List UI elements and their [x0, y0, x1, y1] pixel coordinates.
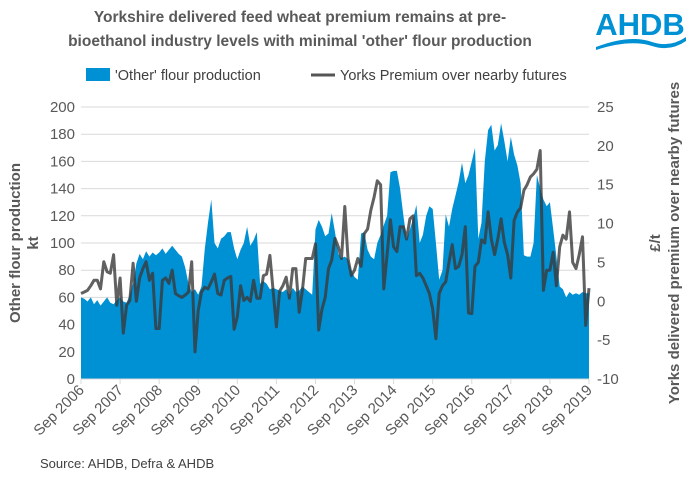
right-axis-tick-label: 10: [597, 216, 614, 233]
left-axis-tick-label: 160: [50, 153, 75, 170]
left-axis-title: Other flour production: [7, 163, 24, 323]
left-axis-tick-label: 0: [67, 371, 75, 388]
right-axis-tick-label: 20: [597, 138, 614, 155]
left-axis-tick-label: 100: [50, 235, 75, 252]
chart-title-line1: Yorkshire delivered feed wheat premium r…: [93, 9, 507, 26]
right-axis-unit: £/t: [647, 234, 664, 252]
left-axis-tick-label: 80: [58, 262, 75, 279]
right-axis-tick-label: 15: [597, 177, 614, 194]
chart-title: Yorkshire delivered feed wheat premium r…: [0, 6, 600, 54]
left-axis-tick-label: 120: [50, 208, 75, 225]
flour-production-area: [81, 123, 589, 379]
yorks-premium-line: [80, 149, 591, 354]
legend-label-premium: Yorks Premium over nearby futures: [340, 68, 567, 84]
left-axis-tick-label: 20: [58, 344, 75, 361]
left-axis-unit: kt: [25, 236, 42, 249]
left-axis-tick-label: 40: [58, 317, 75, 334]
left-axis-tick-label: 180: [50, 126, 75, 143]
right-axis-tick-label: -10: [597, 371, 619, 388]
right-axis-tick-label: 0: [597, 293, 605, 310]
legend-label-flour: 'Other' flour production: [115, 68, 261, 84]
right-axis-tick-label: -5: [597, 332, 610, 349]
legend: 'Other' flour production Yorks Premium o…: [86, 68, 567, 84]
left-axis-tick-label: 200: [50, 99, 75, 116]
right-axis-tick-label: 25: [597, 99, 614, 116]
right-axis-tick-label: 5: [597, 254, 605, 271]
legend-swatch-flour: [86, 68, 110, 81]
ahdb-logo: AHDB: [590, 4, 690, 54]
chart-title-line2: bioethanol industry levels with minimal …: [68, 33, 532, 50]
svg-text:AHDB: AHDB: [595, 7, 685, 42]
left-axis-tick-label: 60: [58, 289, 75, 306]
left-axis-tick-label: 140: [50, 181, 75, 198]
source-note: Source: AHDB, Defra & AHDB: [40, 456, 215, 471]
right-axis-title: Yorks delivered premium over nearby futu…: [666, 82, 683, 404]
